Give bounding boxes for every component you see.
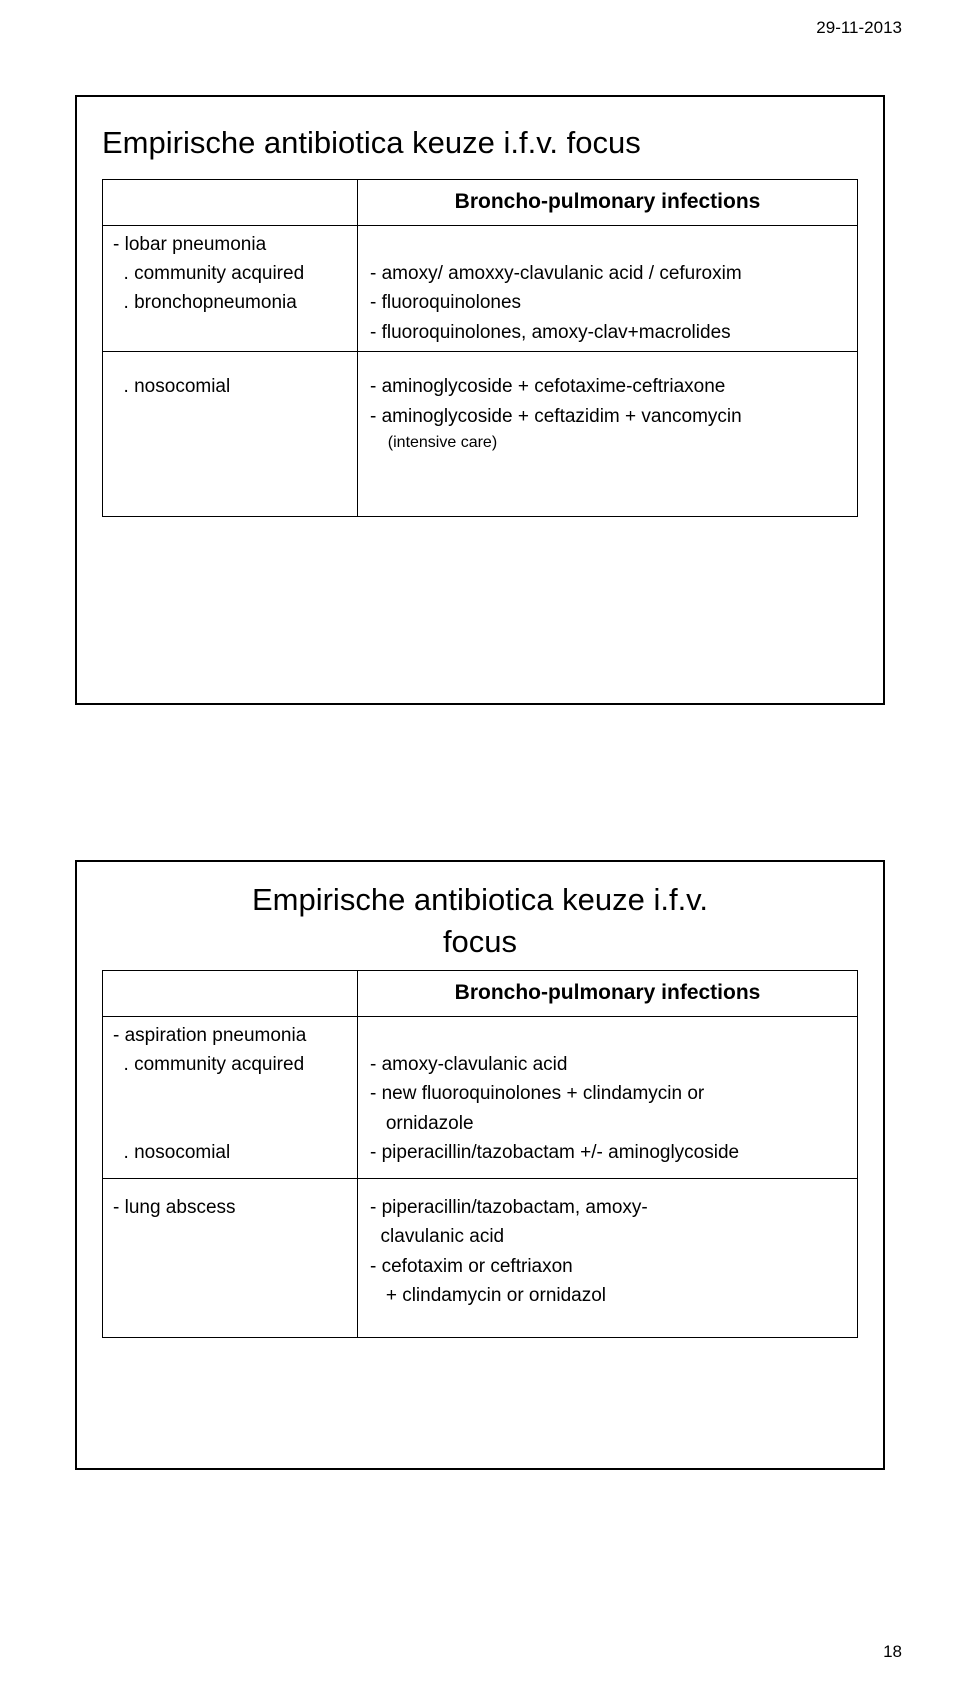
- text: . community acquired: [113, 1050, 349, 1079]
- text: - amoxy/ amoxxy-clavulanic acid / cefuro…: [370, 259, 847, 288]
- slide1-row2: . nosocomial - aminoglycoside + cefotaxi…: [103, 352, 857, 516]
- slide2-row2: - lung abscess - piperacillin/tazobactam…: [103, 1179, 857, 1337]
- slide2-section-label: Broncho-pulmonary infections: [358, 971, 857, 1016]
- text: - lung abscess: [113, 1193, 349, 1222]
- slide-2: Empirische antibiotica keuze i.f.v. focu…: [75, 860, 885, 1470]
- text: - aspiration pneumonia: [113, 1021, 349, 1050]
- text: . nosocomial: [113, 372, 349, 401]
- text: . community acquired: [113, 259, 349, 288]
- slide2-row1: - aspiration pneumonia . community acqui…: [103, 1017, 857, 1179]
- text: - new fluoroquinolones + clindamycin or: [370, 1079, 847, 1108]
- slide1-row2-left: . nosocomial: [103, 352, 358, 516]
- slide2-header-row: Broncho-pulmonary infections: [103, 971, 857, 1017]
- page-number: 18: [883, 1642, 902, 1662]
- header-date: 29-11-2013: [816, 18, 902, 38]
- slide2-title: Empirische antibiotica keuze i.f.v.: [77, 862, 883, 924]
- slide1-row1-right: - amoxy/ amoxxy-clavulanic acid / cefuro…: [358, 226, 857, 352]
- slide1-section-label: Broncho-pulmonary infections: [358, 180, 857, 225]
- slide1-header-left: [103, 180, 358, 225]
- slide1-row1-left: - lobar pneumonia . community acquired .…: [103, 226, 358, 352]
- slide1-row1: - lobar pneumonia . community acquired .…: [103, 226, 857, 353]
- text: - piperacillin/tazobactam, amoxy-: [370, 1193, 847, 1222]
- text: (intensive care): [370, 431, 847, 456]
- slide1-header-row: Broncho-pulmonary infections: [103, 180, 857, 226]
- slide2-content-box: Broncho-pulmonary infections - aspiratio…: [102, 970, 858, 1338]
- slide2-header-left: [103, 971, 358, 1016]
- slide2-row2-left: - lung abscess: [103, 1179, 358, 1337]
- text: - amoxy-clavulanic acid: [370, 1050, 847, 1079]
- slide1-row2-right: - aminoglycoside + cefotaxime-ceftriaxon…: [358, 352, 857, 516]
- text: - aminoglycoside + ceftazidim + vancomyc…: [370, 402, 847, 431]
- text: - cefotaxim or ceftriaxon: [370, 1252, 847, 1281]
- slide1-title: Empirische antibiotica keuze i.f.v. focu…: [77, 97, 883, 179]
- text: ornidazole: [370, 1109, 847, 1138]
- text: - piperacillin/tazobactam +/- aminoglyco…: [370, 1138, 847, 1167]
- text: - lobar pneumonia: [113, 230, 349, 259]
- text: - aminoglycoside + cefotaxime-ceftriaxon…: [370, 372, 847, 401]
- text: - fluoroquinolones, amoxy-clav+macrolide…: [370, 318, 847, 347]
- text: clavulanic acid: [370, 1222, 847, 1251]
- slide1-content-box: Broncho-pulmonary infections - lobar pne…: [102, 179, 858, 517]
- slide2-row1-right: - amoxy-clavulanic acid - new fluoroquin…: [358, 1017, 857, 1178]
- text: - fluoroquinolones: [370, 288, 847, 317]
- slide2-row2-right: - piperacillin/tazobactam, amoxy- clavul…: [358, 1179, 857, 1337]
- text: . nosocomial: [113, 1138, 349, 1167]
- slide-1: Empirische antibiotica keuze i.f.v. focu…: [75, 95, 885, 705]
- slide2-subtitle: focus: [77, 924, 883, 970]
- text: + clindamycin or ornidazol: [370, 1281, 847, 1310]
- slide2-row1-left: - aspiration pneumonia . community acqui…: [103, 1017, 358, 1178]
- text: . bronchopneumonia: [113, 288, 349, 317]
